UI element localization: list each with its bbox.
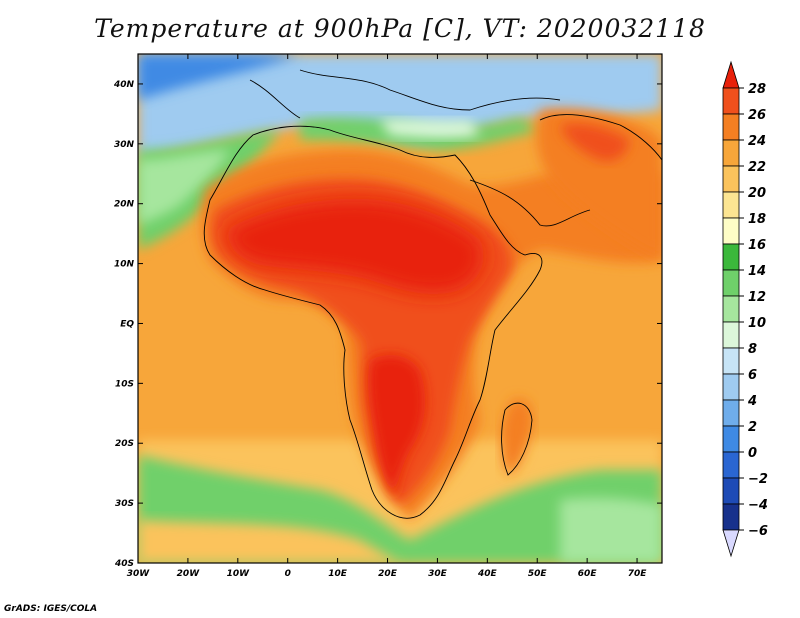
lon-tick-label: 10W (227, 569, 251, 579)
colorbar-label: 14 (748, 264, 766, 279)
colorbar-swatch (722, 347, 740, 375)
lon-tick-label: 20W (177, 569, 201, 579)
lon-tick-label: 60E (578, 569, 598, 579)
plot-frame (137, 53, 663, 564)
colorbar-label: 6 (748, 368, 757, 383)
lon-tick-label: 50E (528, 569, 548, 579)
colorbar-label: −4 (748, 498, 768, 513)
colorbar-swatch (722, 295, 740, 323)
lon-tick-label: 20E (378, 569, 398, 579)
lat-tick-label: 30S (115, 499, 134, 509)
colorbar-swatch (722, 165, 740, 193)
colorbar-swatch (722, 139, 740, 167)
colorbar-label: 20 (748, 186, 766, 201)
colorbar-swatch (722, 60, 740, 89)
lon-tick-label: 40E (477, 569, 498, 579)
colorbar-label: 4 (747, 394, 757, 409)
colorbar-swatch (722, 451, 740, 479)
coastlines (203, 69, 662, 519)
axis-ticks: 30W 20W 10W 0 10E 20E 30E 40E 50E 60E 70E 40N 30N 20N… (113, 54, 662, 579)
colorbar-label: 18 (748, 212, 766, 227)
colorbar-label: 24 (748, 134, 766, 149)
colorbar-swatch (722, 373, 740, 401)
colorbar-label: −2 (748, 472, 768, 487)
colorbar-swatch (722, 529, 740, 558)
map-title: Temperature at 900hPa [C], VT: 202003211… (94, 14, 706, 43)
colorbar-label: 10 (748, 316, 766, 331)
colorbar-label: −6 (748, 524, 768, 539)
colorbar-label: 16 (748, 238, 766, 253)
lat-tick-label: 30N (114, 140, 135, 150)
colorbar-swatch (722, 503, 740, 531)
colorbar-label: 0 (748, 446, 757, 461)
lon-tick-label: 70E (628, 569, 648, 579)
colorbar-swatch (722, 399, 740, 427)
lat-tick-label: 40N (113, 80, 135, 90)
lon-tick-label: 30W (127, 569, 151, 579)
lon-tick-label: 30E (428, 569, 448, 579)
colorbar-label: 22 (748, 160, 766, 175)
colorbar-swatch (722, 321, 740, 349)
lon-tick-label: 0 (285, 569, 291, 579)
lat-tick-label: 20N (114, 200, 135, 210)
colorbar-label: 28 (748, 82, 766, 97)
lat-tick-label: 40S (114, 559, 134, 569)
lat-tick-label: 10S (115, 379, 134, 389)
lat-tick-label: 20S (115, 439, 134, 449)
colorbar-swatch (722, 477, 740, 505)
temperature-field (138, 54, 662, 563)
grads-credit: GrADS: IGES/COLA (4, 604, 98, 614)
lat-tick-label: EQ (120, 319, 134, 329)
colorbar-swatch (722, 113, 740, 141)
colorbar-swatch (722, 425, 740, 453)
colorbar-swatch (722, 269, 740, 297)
colorbar-swatch (722, 87, 740, 115)
colorbar-label: 8 (748, 342, 757, 357)
colorbar-label: 2 (748, 420, 757, 435)
lon-tick-label: 10E (328, 569, 348, 579)
colorbar-swatch (722, 217, 740, 245)
colorbar-label: 26 (748, 108, 766, 123)
colorbar-swatch (722, 243, 740, 271)
colorbar-swatch (722, 191, 740, 219)
lat-tick-label: 10N (114, 260, 135, 270)
colorbar-label: 12 (748, 290, 766, 305)
